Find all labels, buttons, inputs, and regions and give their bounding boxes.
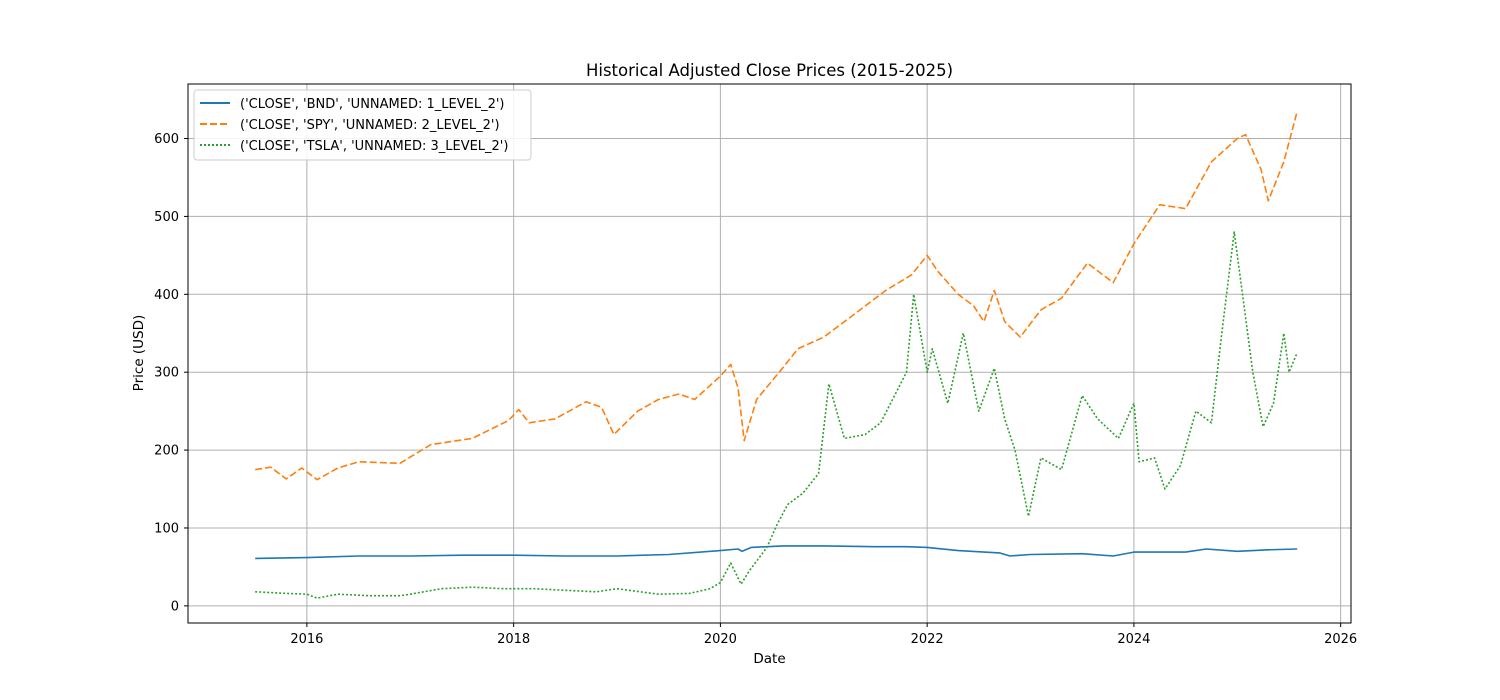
plot-frame [187,83,1352,624]
series-line-tsla [255,231,1298,599]
x-tick-label: 2026 [1324,632,1357,647]
chart-title: Historical Adjusted Close Prices (2015-2… [586,61,953,80]
x-axis-label: Date [753,651,785,667]
x-tick-label: 2022 [911,632,944,647]
x-tick-label: 2020 [704,632,737,647]
legend-label-tsla: ('CLOSE', 'TSLA', 'UNNAMED: 3_LEVEL_2') [240,139,508,154]
axis-ticks: 2016 2018 2020 2022 2024 2026 0 100 200 300 400 500… [154,132,1357,647]
series-line-spy [255,111,1298,481]
series-line-bnd [255,545,1298,560]
legend-label-spy: ('CLOSE', 'SPY', 'UNNAMED: 2_LEVEL_2') [240,118,500,133]
y-axis-label: Price (USD) [131,315,147,392]
y-tick-label: 600 [154,132,179,147]
y-tick-label: 500 [154,210,179,225]
x-tick-label: 2018 [497,632,530,647]
y-tick-label: 400 [154,288,179,303]
y-tick-label: 200 [154,444,179,459]
y-tick-label: 300 [154,366,179,381]
legend-label-bnd: ('CLOSE', 'BND', 'UNNAMED: 1_LEVEL_2') [240,97,504,112]
y-tick-label: 0 [171,599,179,614]
legend: ('CLOSE', 'BND', 'UNNAMED: 1_LEVEL_2') (… [193,89,532,161]
grid-lines [188,84,1351,623]
series-lines [255,111,1298,599]
x-tick-label: 2024 [1117,632,1150,647]
x-tick-label: 2016 [290,632,323,647]
legend-box [193,89,532,161]
plot-area [188,84,1351,623]
y-tick-label: 100 [154,521,179,536]
